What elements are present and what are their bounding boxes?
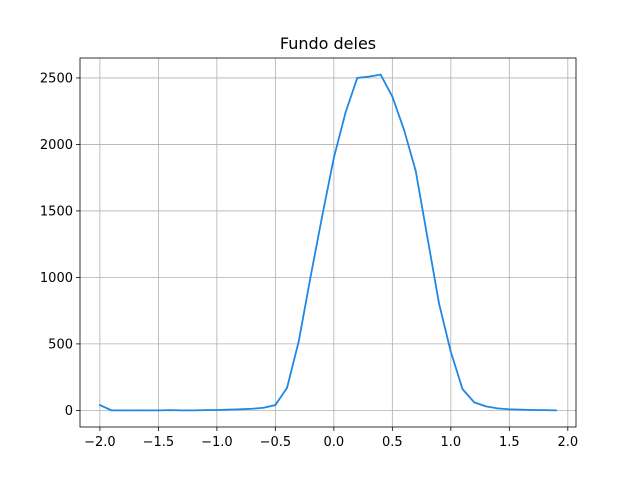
x-axis: −2.0 −1.5 −1.0 −0.5 0.0 0.5 1.0 1.5 2.0 [84,427,578,450]
x-tick-label: 1.0 [440,435,461,450]
series-layer [98,73,558,412]
data-point [473,401,476,404]
data-point [356,77,359,79]
data-point [227,408,230,411]
data-point [192,409,195,412]
data-point [321,215,324,218]
data-point [145,409,148,412]
data-point [403,128,405,131]
x-tick-label: 0.5 [382,435,403,450]
data-point [169,409,171,412]
x-tick-label: 2.0 [557,435,578,450]
data-point [555,409,558,412]
x-tick-label: −0.5 [260,435,292,450]
data-point [98,404,101,406]
data-point [531,409,534,411]
y-tick-label: 1000 [40,271,73,286]
y-axis: 0 500 1000 1500 2000 2500 [40,71,80,419]
data-point [262,406,265,409]
data-point [438,303,441,305]
data-point [297,340,300,343]
data-point [368,75,370,78]
x-tick-label: 0.0 [324,435,345,450]
series-line [98,73,558,412]
y-tick-label: 0 [65,404,73,419]
data-point [520,408,522,411]
data-point [426,236,429,239]
data-point [414,170,417,172]
y-tick-label: 1500 [40,204,73,219]
data-point [332,156,335,159]
data-point [239,408,242,411]
data-point [543,409,546,412]
data-point [508,408,511,411]
x-tick-label: −1.5 [143,435,175,450]
x-tick-label: −2.0 [84,435,116,450]
y-tick-label: 2000 [40,138,73,153]
data-point [274,404,277,406]
data-point [286,386,288,389]
y-tick-label: 2500 [40,71,73,86]
data-point [344,111,347,114]
data-point [122,409,125,412]
x-tick-label: 1.5 [499,435,520,450]
data-point [215,409,218,411]
data-point [461,388,464,391]
data-point [204,409,207,412]
x-tick-label: −1.0 [201,435,233,450]
plot-area-frame [79,57,577,428]
grid-lines [80,58,576,427]
data-point [379,73,382,76]
chart-title: Fundo deles [280,34,376,53]
data-point [134,409,136,412]
data-point [251,407,253,410]
data-point [309,276,312,279]
data-point [496,407,499,410]
y-tick-label: 500 [48,337,73,352]
data-point [180,409,183,412]
data-point [110,409,113,412]
data-point [449,350,452,353]
data-point [485,405,487,408]
data-point [157,409,160,412]
data-point [391,95,394,98]
